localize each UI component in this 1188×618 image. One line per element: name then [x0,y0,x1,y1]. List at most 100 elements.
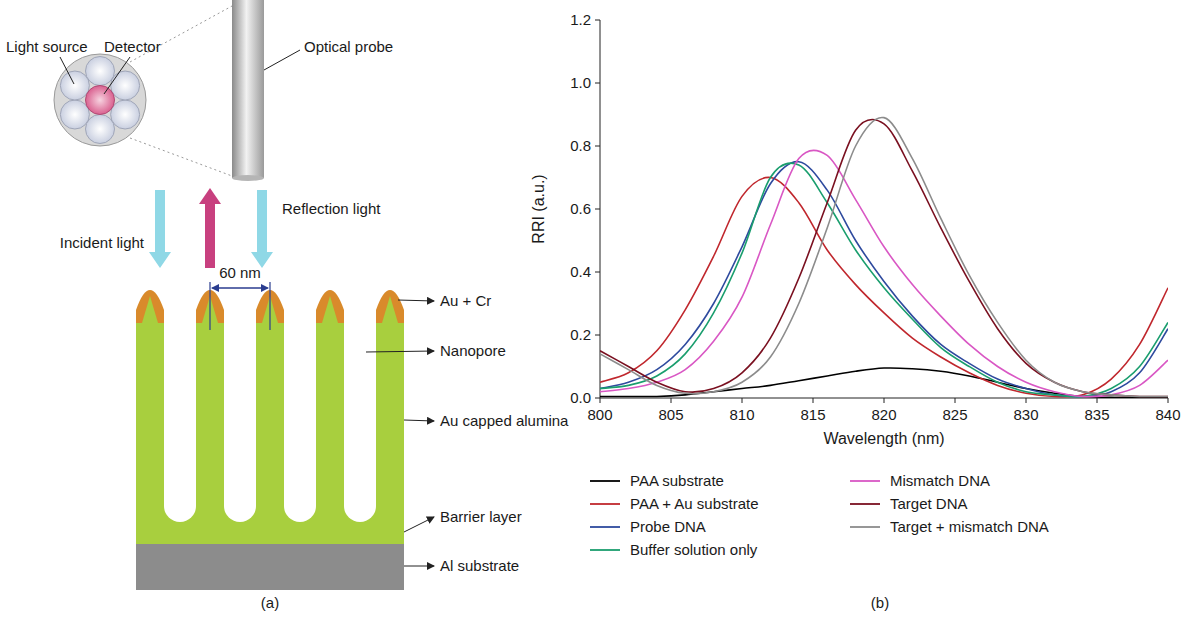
dimension-line [209,282,210,330]
diagram [54,0,434,590]
x-axis-title: Wavelength (nm) [823,430,944,447]
x-tick-label: 835 [1084,406,1109,423]
y-axis [600,20,601,398]
legend-label: Buffer solution only [630,541,758,558]
lines [600,117,1168,397]
au-cr-cap [316,290,344,323]
y-tick [595,83,600,84]
x-axis [600,398,1168,399]
label-arrow [404,566,434,567]
legend-swatch [850,480,880,482]
y-tick-label: 0.0 [570,389,591,406]
series-line [600,163,1168,397]
y-tick [595,20,600,21]
label-arrow [366,351,434,352]
incident-arrow [149,190,171,268]
nanopore [224,320,256,522]
y-tick-label: 1.2 [570,11,591,28]
y-tick-label: 0.8 [570,137,591,154]
legend-label: PAA substrate [630,472,724,489]
legend-swatch [590,503,620,505]
detector-fiber [86,86,115,115]
pillar-tip [322,296,338,323]
x-tick [955,398,956,403]
fiber-bundle [54,54,146,146]
legend-label: Target DNA [890,495,968,512]
x-tick [1097,398,1098,403]
label: Au capped alumina [440,412,569,429]
x-tick-label: 825 [942,406,967,423]
y-tick [595,146,600,147]
x-tick-label: 820 [871,406,896,423]
legend-swatch [590,480,620,482]
legend-swatch [590,549,620,551]
y-tick [595,398,600,399]
label: 60 nm [219,264,261,281]
series-line [600,117,1168,396]
label: Incident light [60,234,145,251]
au-cr-cap [376,290,404,323]
zoom-line [130,138,232,176]
y-axis-title: RRI (a.u.) [530,174,547,243]
label: Reflection light [282,200,381,217]
label: Light source [6,38,88,55]
pillar-tip [142,296,158,323]
x-tick [813,398,814,403]
source-fiber [60,100,89,129]
incident-arrow [251,190,273,268]
x-tick [884,398,885,403]
series-line [600,150,1168,397]
y-tick-label: 0.6 [570,200,591,217]
legend-label: Mismatch DNA [890,472,990,489]
nanopore [284,320,316,522]
chart: 0.0 0.2 0.4 0.6 0.8 1.0 1.2 800 805 810 815 820 825 8… [530,11,1181,558]
source-fiber [111,71,140,100]
label: Optical probe [304,38,393,55]
label: Al substrate [440,557,519,574]
al-substrate [136,544,404,590]
label: Au + Cr [440,292,491,309]
x-tick [1168,398,1169,403]
y-tick [595,335,600,336]
source-fiber [86,57,115,86]
y-tick-label: 0.4 [570,263,591,280]
label-arrow [404,517,434,532]
x-tick-label: 810 [729,406,754,423]
panel-label: (b) [871,594,889,611]
figure: Light sourceDetectorOptical probeReflect… [0,0,1188,618]
panel-label: (a) [261,594,279,611]
series-line [600,162,1168,397]
y-tick [595,272,600,273]
leader-line [264,50,300,70]
legend-swatch [590,526,620,528]
x-tick-label: 840 [1155,406,1180,423]
x-tick [742,398,743,403]
y-tick-label: 1.0 [570,74,591,91]
label-arrow [404,420,434,421]
leader-line [60,57,74,84]
dimension-line [269,282,270,330]
x-tick-label: 805 [658,406,683,423]
label: Nanopore [440,342,506,359]
leader-line [104,57,130,94]
nanopore [164,320,196,522]
series-line [600,119,1168,396]
x-tick-label: 815 [800,406,825,423]
x-tick-label: 830 [1013,406,1038,423]
nanopore [344,320,376,522]
y-tick-label: 0.2 [570,326,591,343]
source-fiber [111,100,140,129]
probe-tip [232,175,264,181]
source-fiber [86,115,115,144]
legend-swatch [850,526,880,528]
y-tick [595,209,600,210]
reflection-arrow [199,188,221,268]
pillar-tip [382,296,398,323]
legend-label: Probe DNA [630,518,706,535]
x-tick-label: 800 [587,406,612,423]
x-tick [1026,398,1027,403]
dimension-arrow [212,288,266,289]
legend-label: PAA + Au substrate [630,495,759,512]
au-cr-cap [136,290,164,323]
x-tick [671,398,672,403]
